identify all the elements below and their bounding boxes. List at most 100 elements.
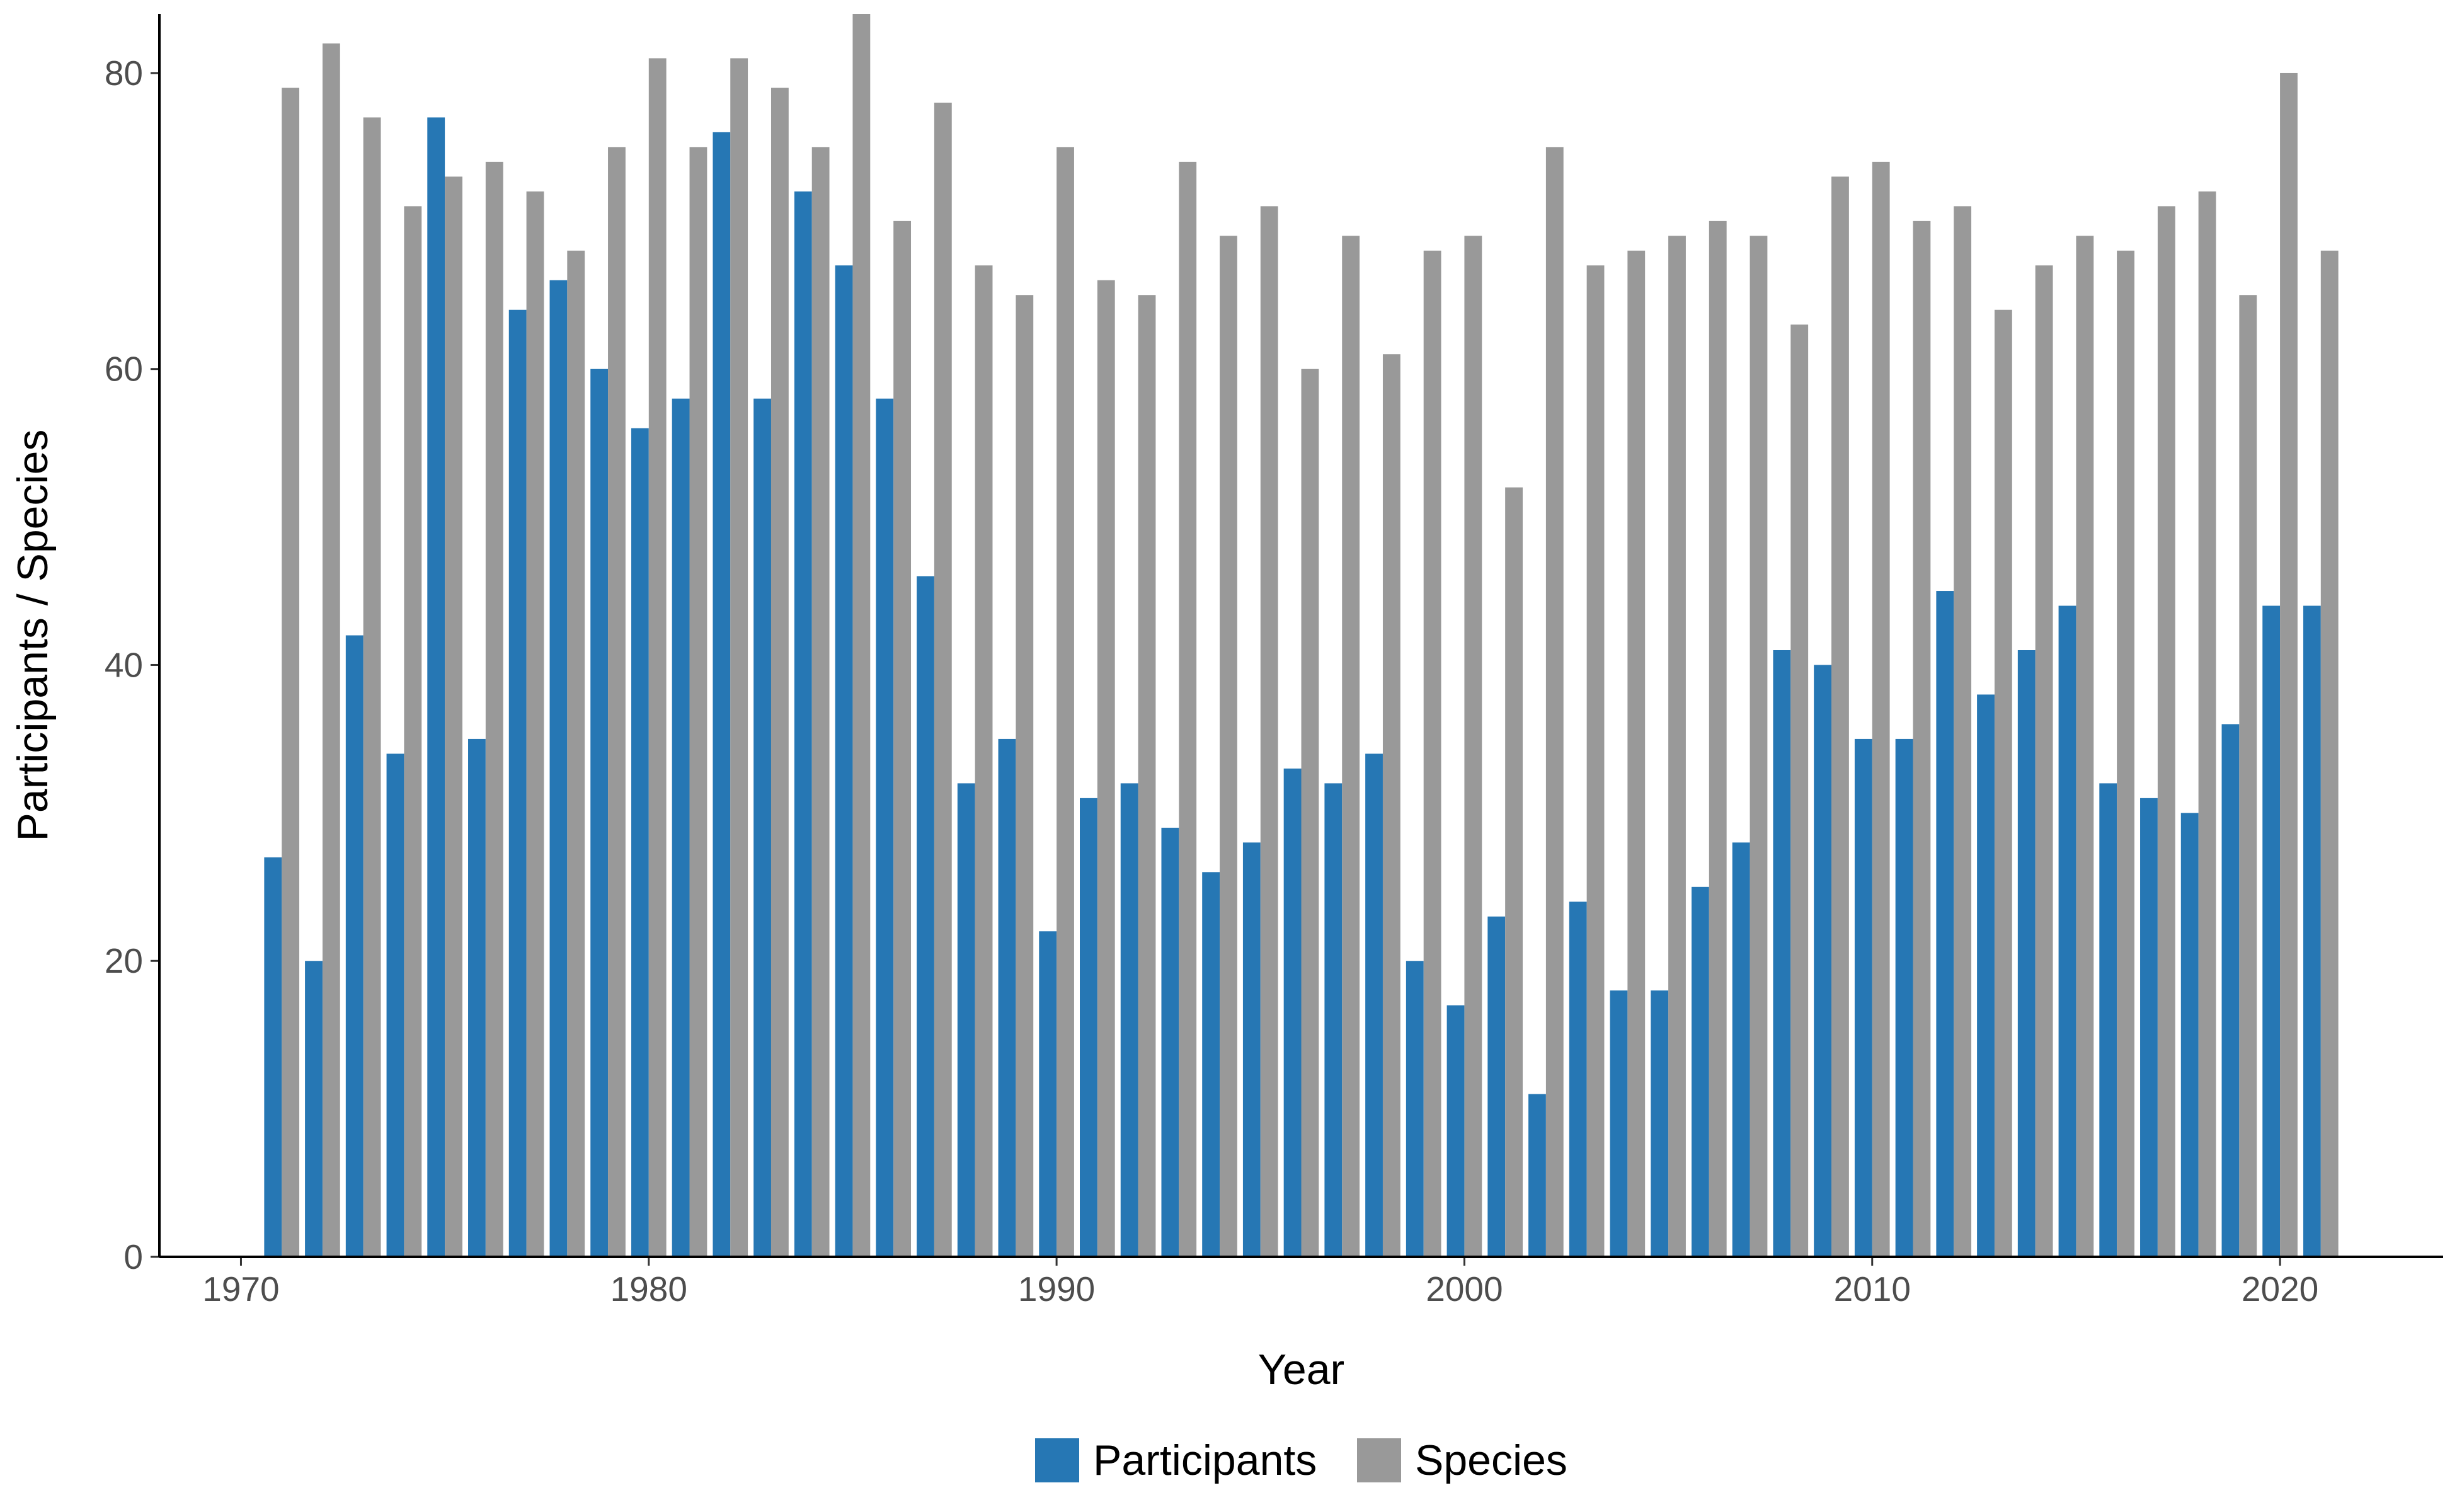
bar-participants-2006 [1691,886,1709,1257]
x-axis-ticks: 1970 1980 1990 2000 2010 2020 [202,1257,2318,1309]
bar-participants-1971 [264,857,282,1257]
bar-participants-2009 [1814,665,1832,1257]
bar-species-2000 [1464,236,1482,1257]
bar-species-1978 [567,250,585,1257]
bar-species-1997 [1342,236,1360,1257]
y-axis-title: Participants / Species [9,430,57,842]
y-tick-label-60: 60 [105,350,143,389]
bar-species-2005 [1668,236,1686,1257]
bar-participants-1978 [549,280,568,1257]
bar-species-2001 [1505,487,1523,1257]
bar-species-2004 [1627,250,1646,1257]
bar-participants-2016 [2099,783,2117,1257]
bar-species-1991 [1097,280,1115,1257]
bar-participants-2018 [2180,813,2199,1257]
bar-species-1977 [526,191,544,1257]
bar-species-2008 [1790,324,1809,1257]
bar-participants-1975 [427,117,445,1257]
bar-species-1974 [404,206,422,1257]
bar-species-1976 [485,161,503,1257]
bar-participants-1979 [590,369,609,1257]
x-tick-label-1990: 1990 [1018,1269,1095,1309]
bar-species-2021 [2320,250,2339,1257]
bar-participants-1983 [753,398,771,1257]
bar-species-1981 [689,147,707,1257]
bar-participants-2019 [2221,724,2240,1257]
bar-participants-1994 [1202,872,1220,1257]
bar-participants-2000 [1446,1005,1465,1257]
bar-participants-1988 [957,783,975,1257]
bar-species-2018 [2198,191,2216,1257]
bar-participants-2008 [1773,650,1791,1257]
legend: Participants Species [1035,1436,1567,1484]
bar-species-1971 [282,88,300,1257]
legend-label-participants: Participants [1093,1436,1317,1484]
bar-participants-2004 [1610,990,1628,1257]
bar-species-2016 [2117,250,2134,1257]
y-tick-label-0: 0 [123,1237,143,1276]
x-tick-label-2020: 2020 [2242,1269,2318,1309]
bar-participants-1990 [1039,931,1057,1257]
bar-species-1982 [730,58,748,1257]
bar-species-2009 [1831,176,1849,1257]
bar-participants-1991 [1080,798,1097,1257]
bar-participants-2020 [2262,605,2281,1257]
bar-species-1979 [608,147,626,1257]
bar-participants-2010 [1854,738,1872,1257]
bar-species-1986 [893,220,912,1257]
bar-participants-2007 [1732,842,1750,1257]
bar-species-1984 [811,147,830,1257]
bar-species-1988 [975,265,993,1257]
bar-participants-1980 [631,428,649,1257]
bar-participants-1989 [998,738,1016,1257]
bar-participants-1995 [1242,842,1261,1257]
bar-species-1996 [1301,369,1319,1257]
y-tick-label-80: 80 [105,54,143,93]
bar-participants-1977 [508,309,527,1257]
x-tick-label-1970: 1970 [202,1269,279,1309]
bar-species-1983 [770,88,789,1257]
bar-participants-1982 [713,132,731,1257]
y-axis-ticks: 0 20 40 60 80 [105,54,159,1276]
bar-participants-2011 [1895,738,1913,1257]
legend-swatch-species [1357,1438,1401,1482]
legend-swatch-participants [1035,1438,1079,1482]
bar-participants-2001 [1487,916,1506,1257]
bar-species-1994 [1220,236,1237,1257]
bar-species-2015 [2076,236,2094,1257]
bar-species-2007 [1750,236,1768,1257]
bar-participants-1984 [794,191,812,1257]
bar-species-1973 [363,117,381,1257]
bar-species-1975 [445,176,462,1257]
bar-participants-2015 [2058,605,2076,1257]
bar-species-2017 [2157,206,2175,1257]
bars-group [264,14,2339,1257]
bar-species-2006 [1709,220,1727,1257]
bar-species-2011 [1913,220,1931,1257]
x-tick-label-1980: 1980 [610,1269,687,1309]
bar-species-1995 [1260,206,1278,1257]
bar-species-1985 [852,14,871,1257]
bar-species-1989 [1016,295,1034,1257]
bar-participants-2017 [2140,798,2158,1257]
bar-participants-1981 [672,398,690,1257]
bar-species-1987 [934,102,952,1257]
bar-participants-2003 [1569,902,1587,1257]
bar-participants-1987 [917,576,934,1257]
bar-participants-2005 [1651,990,1669,1257]
y-tick-label-40: 40 [105,645,143,684]
bar-participants-1999 [1406,961,1424,1257]
bar-species-2010 [1872,161,1890,1257]
bar-participants-2012 [1936,591,1954,1257]
legend-label-species: Species [1415,1436,1567,1484]
x-tick-label-2010: 2010 [1834,1269,1911,1309]
x-axis-title: Year [1258,1346,1344,1394]
bar-participants-1976 [468,738,486,1257]
bar-participants-2002 [1528,1094,1546,1257]
bar-species-1993 [1179,161,1197,1257]
bar-species-1992 [1138,295,1156,1257]
bar-species-1980 [648,58,667,1257]
bar-species-2003 [1586,265,1605,1257]
bar-species-2019 [2239,295,2257,1257]
